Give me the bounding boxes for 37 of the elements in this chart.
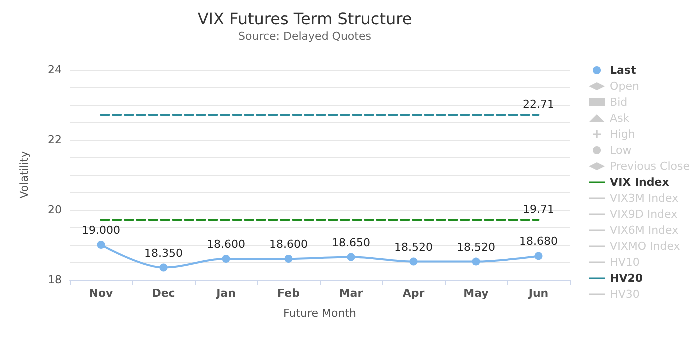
data-label: 18.600 (270, 238, 308, 251)
point (410, 258, 418, 266)
chart-subtitle: Source: Delayed Quotes (238, 30, 372, 43)
y-tick-label: 20 (48, 204, 62, 216)
x-tick-label: Mar (339, 287, 364, 300)
legend-label: HV20 (610, 272, 644, 285)
data-label: 19.71 (523, 203, 554, 216)
data-label: 19.000 (82, 224, 120, 237)
point (160, 264, 168, 272)
x-tick-label: Jan (216, 287, 236, 300)
point (97, 241, 106, 249)
data-label: 22.71 (523, 98, 554, 112)
data-label: 18.520 (457, 240, 496, 254)
data-label: 18.520 (394, 240, 433, 254)
point (284, 255, 293, 263)
x-tick-label: Dec (152, 287, 176, 300)
x-tick-label: Nov (89, 287, 114, 300)
x-tick-label: Jun (528, 287, 549, 300)
y-tick-label: 18 (48, 274, 62, 286)
point (347, 253, 356, 262)
legend-label: Last (610, 64, 636, 77)
point (534, 252, 543, 260)
x-tick-label: Apr (402, 287, 426, 300)
x-tick-label: Feb (278, 287, 300, 300)
data-label: 18.350 (144, 246, 183, 260)
y-tick-label: 22 (48, 134, 62, 146)
legend-label: VIX Index (610, 176, 670, 189)
data-label: 18.650 (332, 236, 370, 250)
chart-title: VIX Futures Term Structure (198, 10, 412, 28)
data-label: 18.680 (520, 235, 558, 248)
data-label: 18.600 (207, 238, 246, 251)
x-tick-label: May (464, 287, 489, 300)
point (222, 255, 230, 263)
point (472, 258, 480, 266)
y-axis-title: Volatility (18, 150, 31, 199)
y-tick-label: 24 (48, 64, 62, 76)
x-axis-title: Future Month (283, 307, 357, 320)
